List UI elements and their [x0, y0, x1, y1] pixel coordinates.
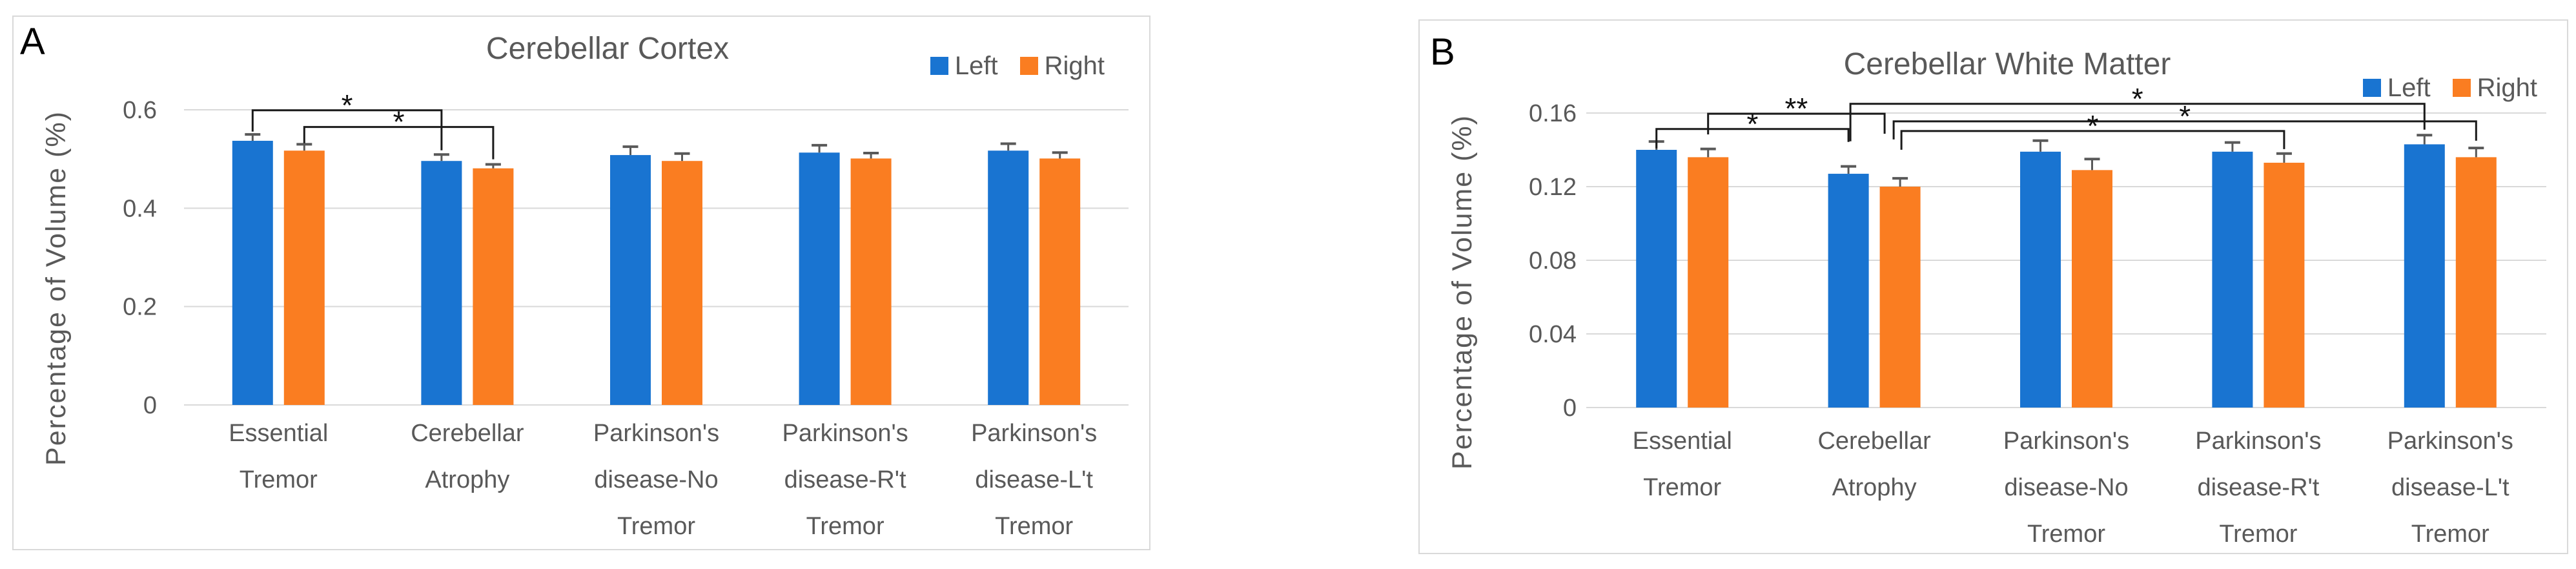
bar-right-group0: [1688, 157, 1729, 408]
y-axis-tick-label: 0.6: [123, 97, 157, 124]
x-axis-category-label: disease-L't: [975, 466, 1093, 493]
x-axis-category-label: Tremor: [240, 466, 318, 493]
x-axis-category-label: Atrophy: [425, 466, 509, 493]
bar-right-group4: [1039, 158, 1081, 405]
significance-bracket: [1707, 112, 1886, 135]
significance-bracket: [303, 126, 495, 160]
panel-a-legend: Left Right: [930, 53, 1105, 79]
x-axis-category-label: Cerebellar: [1817, 428, 1931, 455]
y-axis-tick-label: 0: [1563, 395, 1577, 422]
x-axis-category-label: Parkinson's: [971, 420, 1097, 447]
left-series-label: Left: [2387, 74, 2431, 102]
x-axis-category-label: Tremor: [617, 513, 695, 540]
panel-b-title: Cerebellar White Matter: [1843, 47, 2171, 81]
significance-star-label: *: [2179, 99, 2191, 133]
bar-right-group0: [283, 150, 325, 406]
bar-right-group4: [2455, 157, 2497, 408]
legend-item-left: Left: [2362, 74, 2431, 102]
x-axis-category-label: disease-No: [2004, 474, 2128, 501]
panel-a-title: Cerebellar Cortex: [486, 32, 730, 66]
x-axis-category-label: Parkinson's: [593, 420, 719, 447]
bar-right-group3: [850, 158, 892, 405]
bar-left-group4: [988, 150, 1029, 406]
significance-bracket: [251, 109, 443, 150]
y-axis-tick-label: 0.16: [1529, 100, 1577, 127]
x-axis-category-label: Essential: [1633, 428, 1732, 455]
bar-chart-cerebellar-cortex: 0.6 0.4 0.2 0 Essential Tremor Cerebellar Atrop…: [41, 88, 1129, 540]
significance-star-label: *: [2087, 109, 2099, 143]
bar-left-group0: [1636, 150, 1677, 408]
significance-bracket: [1655, 128, 1850, 149]
left-series-label: Left: [954, 52, 998, 80]
x-axis-category-label: Tremor: [995, 513, 1073, 540]
x-axis-category-label: Tremor: [806, 513, 884, 540]
bar-right-group3: [2264, 162, 2305, 408]
panel-b: B Cerebellar White Matter Left Right 0.1…: [1418, 19, 2568, 554]
bar-left-group2: [2020, 151, 2061, 408]
bar-chart-cerebellar-white-matter: 0.16 0.12 0.08 0.04 0 Essential Tremor Cerebell…: [1447, 82, 2546, 548]
panel-a: A Cerebellar Cortex Left Right 0.6 0.4 0.2…: [12, 16, 1150, 550]
bar-left-group1: [421, 161, 462, 406]
y-axis-tick-label: 0.12: [1529, 174, 1577, 201]
left-series-swatch: [930, 57, 948, 75]
bar-right-group2: [662, 161, 702, 406]
left-series-swatch: [2362, 79, 2381, 97]
significance-star-label: **: [1784, 92, 1808, 125]
significance-bracket: [1900, 130, 2285, 150]
panel-b-letter: B: [1430, 31, 1455, 73]
bar-left-group2: [610, 155, 651, 405]
x-axis-category-label: Atrophy: [1832, 474, 1917, 501]
y-axis-tick-label: 0.04: [1529, 321, 1577, 348]
x-axis-category-label: disease-L't: [2391, 474, 2510, 501]
x-axis-category-label: disease-R't: [784, 466, 906, 493]
x-axis-category-label: Parkinson's: [2003, 428, 2129, 455]
x-axis-category-label: Tremor: [2411, 521, 2489, 548]
right-series-swatch: [1019, 57, 1038, 75]
bar-left-group1: [1828, 174, 1869, 408]
bar-right-group2: [2072, 170, 2112, 408]
right-series-swatch: [2452, 79, 2471, 97]
right-series-label: Right: [1044, 52, 1105, 80]
bar-right-group1: [1879, 187, 1921, 408]
bar-left-group0: [232, 140, 273, 406]
x-axis-category-label: Cerebellar: [411, 420, 524, 447]
bar-left-group3: [799, 152, 840, 405]
significance-star-label: *: [342, 88, 353, 122]
y-axis-title: Percentage of Volume (%): [1447, 114, 1478, 470]
x-axis-category-label: Parkinson's: [2195, 428, 2321, 455]
y-axis-tick-label: 0.4: [123, 195, 157, 222]
significance-bracket: [1849, 103, 2426, 141]
bar-right-group1: [473, 168, 514, 405]
significance-star-label: *: [393, 105, 405, 139]
x-axis-category-label: Parkinson's: [2387, 428, 2513, 455]
significance-star-label: *: [2132, 82, 2143, 116]
x-axis-category-label: Tremor: [2027, 521, 2105, 548]
x-axis-category-label: Tremor: [1643, 474, 1721, 501]
right-series-label: Right: [2477, 74, 2537, 102]
bar-left-group4: [2404, 144, 2445, 408]
legend-item-right: Right: [2452, 74, 2537, 102]
x-axis-category-label: Essential: [229, 420, 328, 447]
bar-left-group3: [2212, 151, 2253, 408]
x-axis-category-label: Parkinson's: [782, 420, 908, 447]
panel-a-letter: A: [20, 21, 45, 63]
y-axis-title: Percentage of Volume (%): [41, 110, 72, 466]
x-axis-category-label: disease-R't: [2197, 474, 2319, 501]
x-axis-category-label: Tremor: [2219, 521, 2297, 548]
y-axis-tick-label: 0: [143, 392, 157, 419]
significance-bracket: [1892, 120, 2477, 141]
significance-star-label: *: [1746, 107, 1758, 141]
panel-b-legend: Left Right: [2362, 74, 2537, 102]
y-axis-tick-label: 0.2: [123, 294, 157, 321]
y-axis-tick-label: 0.08: [1529, 247, 1577, 274]
legend-item-left: Left: [930, 53, 998, 79]
legend-item-right: Right: [1019, 52, 1105, 80]
x-axis-category-label: disease-No: [594, 466, 718, 493]
